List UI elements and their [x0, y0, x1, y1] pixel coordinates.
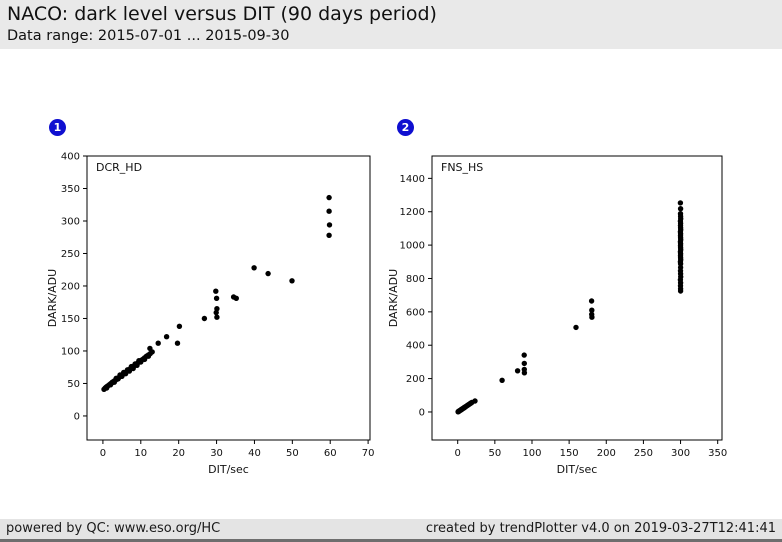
svg-text:150: 150 — [560, 448, 579, 459]
plot2-yaxis-title: DARK/ADU — [387, 269, 400, 327]
plot1-xaxis-title: DIT/sec — [208, 463, 249, 476]
svg-text:250: 250 — [634, 448, 653, 459]
svg-text:150: 150 — [61, 314, 80, 325]
plot1-series-label: DCR_HD — [96, 161, 142, 174]
svg-text:0: 0 — [74, 411, 80, 422]
svg-text:200: 200 — [406, 374, 425, 385]
svg-text:350: 350 — [708, 448, 727, 459]
page-footer: powered by QC: www.eso.org/HC created by… — [0, 519, 782, 542]
plot-panel-fns-hs: 2 FNS_HS DIT/sec DARK/ADU 0 50 100 150 200 25… — [345, 110, 782, 490]
svg-text:0: 0 — [419, 407, 425, 418]
svg-text:400: 400 — [61, 152, 80, 163]
footer-created-by: created by trendPlotter v4.0 on 2019-03-… — [425, 521, 776, 536]
page-header: NACO: dark level versus DIT (90 days per… — [0, 0, 782, 49]
svg-text:10: 10 — [134, 448, 147, 459]
svg-text:50: 50 — [286, 448, 299, 459]
plot1-scatter-canvas: DCR_HD DIT/sec DARK/ADU 0 10 20 30 40 50 60 70 0… — [46, 152, 375, 477]
svg-text:200: 200 — [597, 448, 616, 459]
page-title: NACO: dark level versus DIT (90 days per… — [7, 3, 437, 25]
plot2-series-label: FNS_HS — [441, 161, 483, 174]
svg-text:250: 250 — [61, 249, 80, 260]
svg-text:50: 50 — [488, 448, 501, 459]
svg-text:40: 40 — [248, 448, 261, 459]
svg-text:100: 100 — [522, 448, 541, 459]
plot2-number-badge: 2 — [397, 119, 414, 136]
svg-text:300: 300 — [671, 448, 690, 459]
svg-text:20: 20 — [172, 448, 185, 459]
plot1-number-badge: 1 — [49, 119, 66, 136]
svg-text:600: 600 — [406, 307, 425, 318]
plot2-xaxis-title: DIT/sec — [557, 463, 598, 476]
svg-text:350: 350 — [61, 184, 80, 195]
svg-text:0: 0 — [100, 448, 106, 459]
svg-text:300: 300 — [61, 216, 80, 227]
date-range-subtitle: Data range: 2015-07-01 ... 2015-09-30 — [7, 28, 290, 44]
svg-text:400: 400 — [406, 341, 425, 352]
svg-text:30: 30 — [210, 448, 223, 459]
svg-text:1400: 1400 — [400, 174, 425, 185]
svg-text:0: 0 — [455, 448, 461, 459]
svg-text:70: 70 — [362, 448, 375, 459]
plot1-yaxis-title: DARK/ADU — [46, 269, 59, 327]
svg-text:100: 100 — [61, 346, 80, 357]
svg-text:50: 50 — [67, 379, 80, 390]
svg-text:1200: 1200 — [400, 207, 425, 218]
plot-panel-dcr-hd: 1 DCR_HD DIT/sec DARK/ADU 0 10 20 30 40 50 60 7… — [0, 110, 392, 490]
plot2-scatter-canvas: FNS_HS DIT/sec DARK/ADU 0 50 100 150 200 250 3… — [387, 155, 727, 476]
svg-text:200: 200 — [61, 281, 80, 292]
footer-powered-by: powered by QC: www.eso.org/HC — [6, 521, 221, 536]
svg-text:60: 60 — [324, 448, 337, 459]
svg-text:1000: 1000 — [400, 241, 425, 252]
svg-text:800: 800 — [406, 274, 425, 285]
